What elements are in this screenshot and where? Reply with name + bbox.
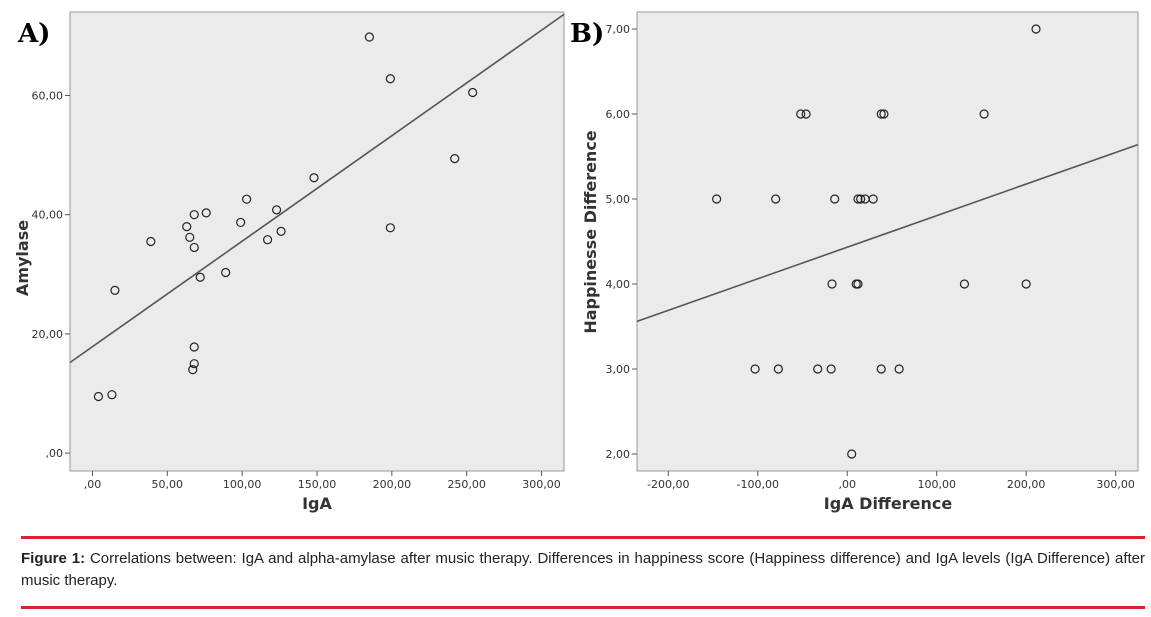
- panel-a: A) IgA Amylase ,00 50,00 100,00 150,00 200,0…: [13, 11, 565, 513]
- panel-b-x-tick-label: -200,00: [647, 478, 689, 491]
- caption-bottom-rule: [21, 606, 1145, 609]
- panel-b-y-tick-label: 4,00: [606, 278, 631, 291]
- panel-b-data-point: [853, 279, 863, 289]
- panel-b: B) IgA Difference Happinesse Difference …: [570, 11, 1139, 513]
- panel-a-data-point: [201, 208, 211, 218]
- panel-a-data-point: [309, 173, 319, 183]
- panel-b-data-point: [830, 194, 840, 204]
- panel-a-data-point: [271, 205, 282, 215]
- panel-a-x-tick-label: 250,00: [447, 478, 486, 491]
- panel-a-y-tick-label: 20,00: [32, 328, 64, 341]
- panel-b-data-point: [979, 109, 989, 119]
- panel-b-data-point: [959, 279, 970, 289]
- panel-a-y-tick-label: 40,00: [32, 209, 64, 222]
- panel-a-y-tick-label: 60,00: [32, 89, 64, 102]
- panel-b-y-tick-label: 3,00: [606, 363, 631, 376]
- panel-b-data-point: [827, 279, 837, 289]
- panel-b-x-axis-title: IgA Difference: [824, 494, 953, 513]
- panel-b-y-tick-label: 7,00: [606, 23, 631, 36]
- panel-b-x-tick-label: 200,00: [1007, 478, 1046, 491]
- panel-a-data-point: [276, 226, 286, 236]
- panel-a-data-point: [93, 391, 104, 402]
- panel-a-x-tick-label: 50,00: [152, 478, 184, 491]
- panel-b-data-point: [801, 109, 811, 119]
- panel-a-data-point: [242, 194, 252, 204]
- panel-a-data-point: [450, 154, 460, 164]
- panel-a-data-point: [146, 236, 156, 247]
- panel-b-x-tick-label: 300,00: [1096, 478, 1135, 491]
- panel-b-data-point: [773, 364, 783, 374]
- panel-b-data-point: [771, 194, 781, 204]
- panel-b-data-point: [813, 364, 823, 374]
- panel-b-data-point: [876, 364, 886, 374]
- caption-top-rule: [21, 536, 1145, 539]
- panel-a-data-point: [189, 342, 199, 352]
- panel-a-label: A): [17, 19, 50, 49]
- figure-caption: Figure 1: Correlations between: IgA and …: [21, 548, 1145, 592]
- panel-a-data-point: [263, 235, 273, 245]
- panel-b-x-tick-label: -100,00: [737, 478, 779, 491]
- panel-b-y-tick-label: 6,00: [606, 108, 631, 121]
- figure: A) IgA Amylase ,00 50,00 100,00 150,00 200,0…: [13, 11, 1139, 513]
- panel-b-data-point: [796, 109, 806, 119]
- panel-b-data-point: [856, 194, 866, 204]
- panel-a-data-point: [195, 272, 205, 282]
- panel-b-data-point: [1031, 24, 1041, 34]
- panel-a-data-point: [236, 217, 246, 228]
- panel-b-data-point: [826, 364, 836, 374]
- panel-b-data-point: [868, 194, 878, 204]
- panel-a-data-point: [364, 32, 374, 42]
- panel-b-data-point: [712, 194, 722, 204]
- panel-b-fit-line: [636, 143, 1139, 323]
- panel-a-y-tick-label: ,00: [46, 447, 64, 460]
- panel-b-y-axis-title: Happinesse Difference: [581, 130, 600, 333]
- caption-label: Figure 1:: [21, 550, 86, 567]
- panel-a-x-tick-label: 300,00: [522, 478, 561, 491]
- panel-b-data-point: [750, 364, 760, 374]
- panel-a-plot-area: [69, 11, 565, 472]
- panel-a-data-point: [189, 359, 199, 369]
- panel-a-data-point: [385, 74, 395, 84]
- panel-a-data-point: [182, 221, 192, 232]
- panel-a-x-tick-label: ,00: [84, 478, 102, 491]
- panel-a-x-axis-title: IgA: [302, 494, 332, 513]
- panel-b-label: B): [570, 19, 604, 49]
- panel-a-x-tick-label: 150,00: [298, 478, 337, 491]
- panel-b-data-point: [876, 109, 886, 119]
- caption-text: Correlations between: IgA and alpha-amyl…: [21, 550, 1145, 589]
- panel-a-data-point: [189, 242, 199, 253]
- panel-a-fit-line: [69, 13, 565, 364]
- panel-b-data-point: [879, 109, 889, 119]
- panel-a-data-point: [185, 232, 195, 242]
- panel-a-y-axis-title: Amylase: [13, 220, 32, 296]
- panel-b-data-point: [1021, 279, 1031, 289]
- panel-a-data-point: [468, 87, 478, 98]
- panel-a-data-point: [188, 365, 198, 375]
- panel-a-data-point: [107, 390, 117, 400]
- panel-b-y-tick-label: 2,00: [606, 448, 631, 461]
- panel-b-y-tick-label: 5,00: [606, 193, 631, 206]
- panel-b-data-point: [894, 364, 904, 374]
- panel-a-data-point: [221, 267, 231, 278]
- panel-a-x-tick-label: 100,00: [223, 478, 262, 491]
- panel-a-data-point: [385, 223, 395, 233]
- panel-a-data-point: [110, 285, 120, 295]
- panel-b-data-point: [853, 194, 863, 204]
- panel-b-plot-area: [636, 11, 1139, 472]
- panel-a-data-point: [189, 210, 199, 220]
- panel-b-data-point: [847, 449, 857, 459]
- panel-a-x-tick-label: 200,00: [373, 478, 412, 491]
- panel-b-x-tick-label: ,00: [838, 478, 856, 491]
- panel-b-x-tick-label: 100,00: [917, 478, 956, 491]
